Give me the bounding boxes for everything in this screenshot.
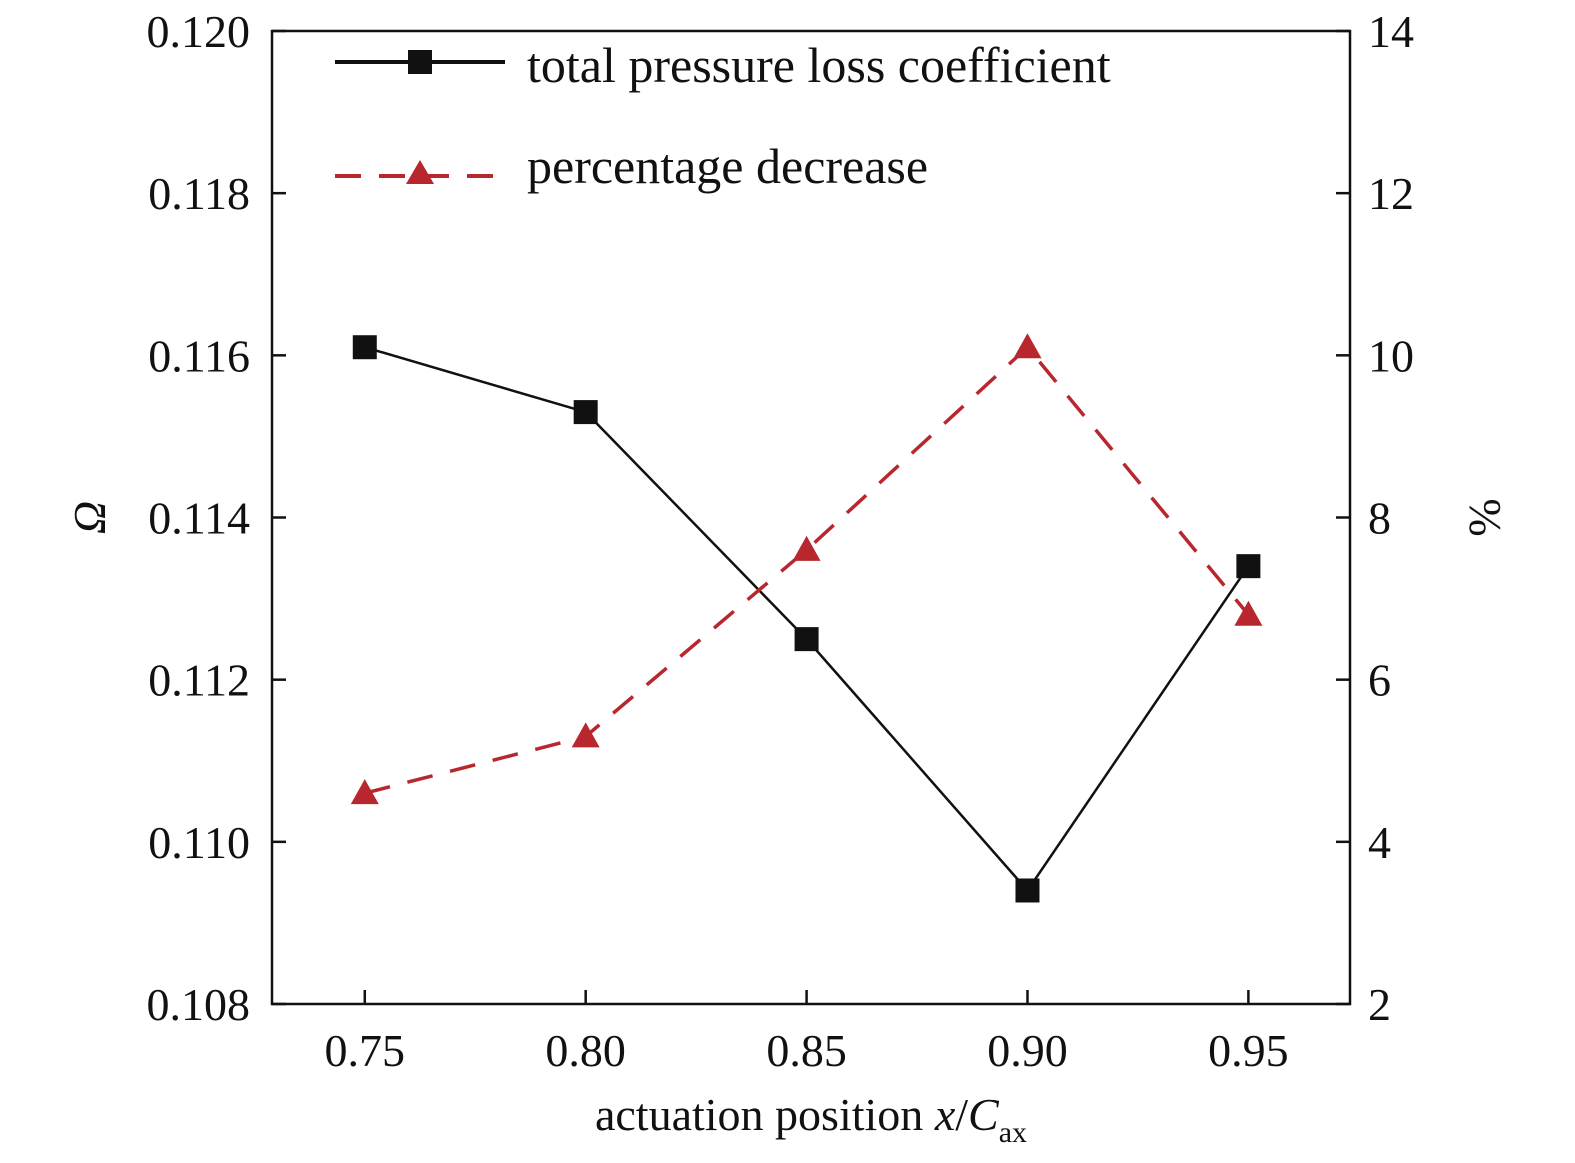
- legend-label-total-pressure-loss: total pressure loss coefficient: [527, 37, 1111, 93]
- x-tick-label: 0.90: [987, 1025, 1068, 1076]
- left-tick-label: 0.114: [148, 493, 250, 544]
- square-point: [573, 400, 598, 425]
- triangle-point: [1013, 333, 1042, 359]
- x-axis-title-x: x: [934, 1089, 956, 1140]
- triangle-point: [350, 779, 379, 805]
- series-layer: [350, 333, 1263, 903]
- y-axis-left-title: Ω: [64, 501, 115, 534]
- left-tick-label: 0.116: [148, 330, 250, 381]
- right-tick-label: 10: [1368, 330, 1414, 381]
- right-tick-label: 2: [1368, 979, 1391, 1030]
- square-point: [794, 627, 819, 652]
- legend-triangle-marker: [406, 160, 434, 184]
- x-axis-title-subscript: ax: [999, 1116, 1027, 1149]
- right-tick-label: 6: [1368, 655, 1391, 706]
- x-axis-title: actuation position x/Cax: [595, 1089, 1027, 1149]
- square-point: [352, 335, 377, 360]
- legend: total pressure loss coefficient percenta…: [335, 37, 1111, 194]
- left-axis-ticks: 0.108 0.110 0.112 0.114 0.116 0.118 0.120: [147, 6, 286, 1030]
- triangle-point: [792, 535, 821, 561]
- legend-square-marker: [408, 50, 432, 74]
- left-tick-label: 0.118: [148, 168, 250, 219]
- x-axis-title-main: actuation position: [595, 1089, 935, 1140]
- right-axis-ticks: 2 4 6 8 10 12 14: [1336, 6, 1414, 1030]
- series-line: [364, 344, 1250, 795]
- series-total-pressure-loss: [352, 335, 1261, 903]
- left-tick-label: 0.110: [148, 817, 250, 868]
- triangle-point: [571, 722, 600, 748]
- x-tick-label: 0.75: [325, 1025, 406, 1076]
- right-tick-label: 14: [1368, 6, 1414, 57]
- x-axis-ticks: 0.75 0.80 0.85 0.90 0.95: [325, 990, 1289, 1076]
- x-tick-label: 0.80: [545, 1025, 626, 1076]
- right-tick-label: 8: [1368, 493, 1391, 544]
- series-percentage-decrease: [350, 333, 1263, 805]
- square-point: [1236, 554, 1261, 579]
- triangle-point: [1234, 600, 1263, 626]
- right-tick-label: 4: [1368, 817, 1391, 868]
- left-tick-label: 0.112: [148, 655, 250, 706]
- legend-label-percentage-decrease: percentage decrease: [527, 138, 928, 194]
- right-tick-label: 12: [1368, 168, 1414, 219]
- x-tick-label: 0.85: [766, 1025, 847, 1076]
- left-tick-label: 0.108: [147, 979, 251, 1030]
- x-axis-title-slash: /: [955, 1089, 968, 1140]
- square-point: [1015, 878, 1040, 903]
- left-tick-label: 0.120: [147, 6, 251, 57]
- x-tick-label: 0.95: [1208, 1025, 1289, 1076]
- series-line: [364, 346, 1250, 893]
- x-axis-title-c: C: [968, 1089, 1000, 1140]
- y-axis-right-title: %: [1460, 498, 1511, 536]
